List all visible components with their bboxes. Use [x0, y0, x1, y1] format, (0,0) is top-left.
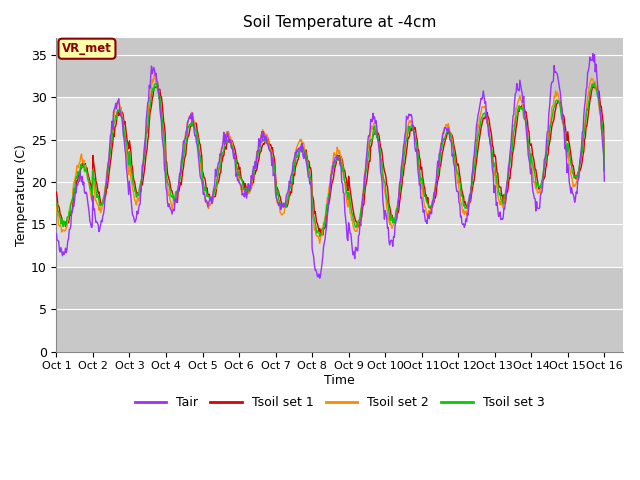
X-axis label: Time: Time: [324, 374, 355, 387]
Y-axis label: Temperature (C): Temperature (C): [15, 144, 28, 246]
Bar: [56, 97, 623, 267]
Title: Soil Temperature at -4cm: Soil Temperature at -4cm: [243, 15, 436, 30]
Text: VR_met: VR_met: [62, 42, 112, 55]
Legend: Tair, Tsoil set 1, Tsoil set 2, Tsoil set 3: Tair, Tsoil set 1, Tsoil set 2, Tsoil se…: [130, 391, 549, 414]
